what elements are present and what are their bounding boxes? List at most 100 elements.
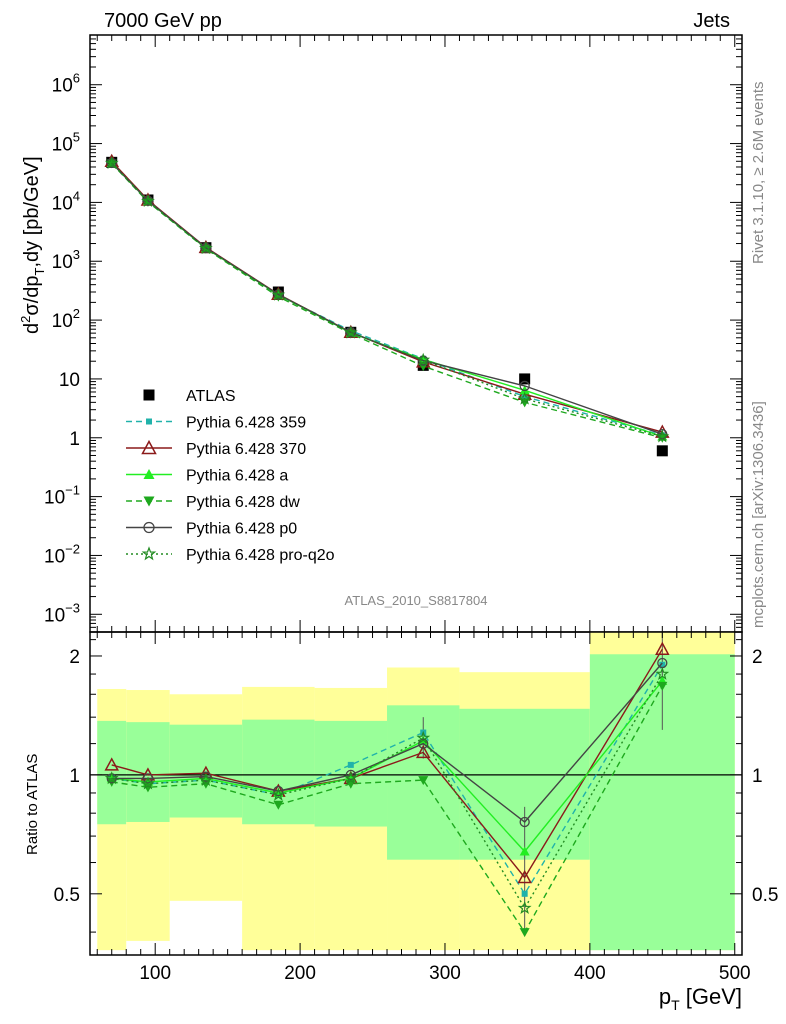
main-y-axis-label: d2σ/dpT,dy [pb/GeV] <box>18 156 47 334</box>
data-point <box>655 429 670 443</box>
ratio-point <box>418 776 429 786</box>
ratio-point <box>655 666 670 680</box>
legend-marker <box>146 418 152 425</box>
main-axes: 10−3 10−2 10−1 1 10 102 103 104 105 106 <box>44 34 743 633</box>
ratio-series-group <box>104 632 670 938</box>
main-series-group <box>104 153 670 457</box>
ratio-point <box>416 730 431 744</box>
header-left-label: 7000 GeV pp <box>104 10 222 32</box>
ratio-point <box>517 869 532 884</box>
legend-marker <box>143 521 155 534</box>
series-line <box>111 162 663 438</box>
y-tick-label: 10−2 <box>44 541 80 567</box>
ratio-point <box>199 772 213 787</box>
data-point <box>199 240 213 255</box>
ratio-point <box>519 846 530 856</box>
y-tick-label: 104 <box>52 188 80 214</box>
legend-label: Pythia 6.428 p0 <box>186 521 297 538</box>
y-tick-label: 10−3 <box>44 600 80 626</box>
y-tick-label: 10−1 <box>44 483 80 509</box>
y-tick-label: 105 <box>52 130 80 156</box>
ratio-point <box>141 776 155 790</box>
header-right-label: Jets <box>693 10 730 32</box>
main-frame <box>89 34 743 633</box>
legend-marker <box>141 439 157 455</box>
x-tick-label: 100 <box>139 963 171 984</box>
ratio-line <box>111 673 663 910</box>
x-tick-label: 500 <box>719 963 751 984</box>
analysis-id-label: ATLAS_2010_S8817804 <box>345 593 488 608</box>
ratio-point <box>517 900 532 915</box>
data-point <box>345 329 356 339</box>
y-tick-label: 102 <box>52 306 80 332</box>
legend-label: ATLAS <box>186 388 236 405</box>
data-point <box>271 287 286 301</box>
y-tick-label: 103 <box>52 247 80 273</box>
ratio-line <box>111 680 663 853</box>
ratio-y-tick-label: 0.5 <box>54 885 80 906</box>
ratio-point <box>200 771 212 782</box>
stat-uncertainty-band <box>169 724 243 818</box>
ratio-point <box>347 761 354 768</box>
ratio-y-tick-label: 2 <box>69 647 80 668</box>
data-point <box>104 155 119 170</box>
data-point <box>416 352 431 366</box>
y-tick-label: 10 <box>59 370 80 391</box>
ratio-y-tick-label-right: 0.5 <box>752 885 778 906</box>
ratio-point <box>657 681 668 691</box>
legend-entry-6: Pythia 6.428 pro-q2o <box>126 546 335 564</box>
data-point <box>142 197 153 207</box>
ratio-point <box>104 771 119 785</box>
data-point <box>141 193 155 208</box>
legend-entry-0: ATLAS <box>143 388 236 405</box>
legend-entry-1: Pythia 6.428 359 <box>126 415 306 432</box>
legend-entry-2: Pythia 6.428 370 <box>126 439 306 458</box>
mcplots-label: mcplots.cern.ch [arXiv:1306.3436] <box>750 401 767 628</box>
ratio-line <box>111 685 663 934</box>
ratio-point <box>519 816 530 828</box>
data-point <box>517 391 532 405</box>
rivet-version-label: Rivet 3.1.10, ≥ 2.6M events <box>750 82 767 265</box>
ratio-y-tick-label-right: 1 <box>752 766 763 787</box>
ratio-point <box>343 771 358 785</box>
data-point <box>656 445 668 457</box>
series-6 <box>104 155 670 443</box>
ratio-point <box>519 928 530 938</box>
ratio-point <box>273 800 284 810</box>
ratio-point <box>104 757 119 771</box>
legend-entry-4: Pythia 6.428 dw <box>126 494 300 511</box>
x-tick-label: 200 <box>284 963 316 984</box>
data-point <box>521 393 528 400</box>
legend-marker <box>143 389 155 401</box>
legend-entry-3: Pythia 6.428 a <box>126 468 288 485</box>
legend-label: Pythia 6.428 370 <box>186 441 306 458</box>
stat-uncertainty-band <box>126 722 170 822</box>
legend-label: Pythia 6.428 359 <box>186 415 306 432</box>
ratio-point <box>415 744 431 759</box>
x-tick-label: 300 <box>429 963 461 984</box>
y-tick-label: 106 <box>52 71 80 97</box>
ratio-point <box>345 769 356 781</box>
legend-label: Pythia 6.428 a <box>186 468 288 485</box>
legend-entry-5: Pythia 6.428 p0 <box>126 521 297 538</box>
legend-label: Pythia 6.428 dw <box>186 494 300 511</box>
series-line <box>111 162 663 435</box>
ratio-point <box>142 773 154 784</box>
x-tick-label: 400 <box>574 963 606 984</box>
ratio-point <box>271 787 286 801</box>
ratio-point <box>521 890 528 897</box>
legend-marker <box>143 469 155 479</box>
ratio-point <box>273 785 284 797</box>
ratio-line <box>111 664 663 896</box>
ratio-y-axis-label: Ratio to ATLAS <box>24 754 41 855</box>
legend-marker <box>141 546 157 561</box>
svg-text:d2σ/dpT,dy [pb/GeV]: d2σ/dpT,dy [pb/GeV] <box>18 156 47 334</box>
ratio-axes: 100 200 300 400 500 0.5 0.5 1 1 2 2 <box>54 631 778 984</box>
ratio-y-tick-label-right: 2 <box>752 647 763 668</box>
data-point <box>343 325 358 339</box>
ratio-point <box>659 661 666 668</box>
ratio-y-tick-label: 1 <box>69 766 80 787</box>
data-point <box>519 373 531 385</box>
ratio-series-5 <box>104 666 670 915</box>
